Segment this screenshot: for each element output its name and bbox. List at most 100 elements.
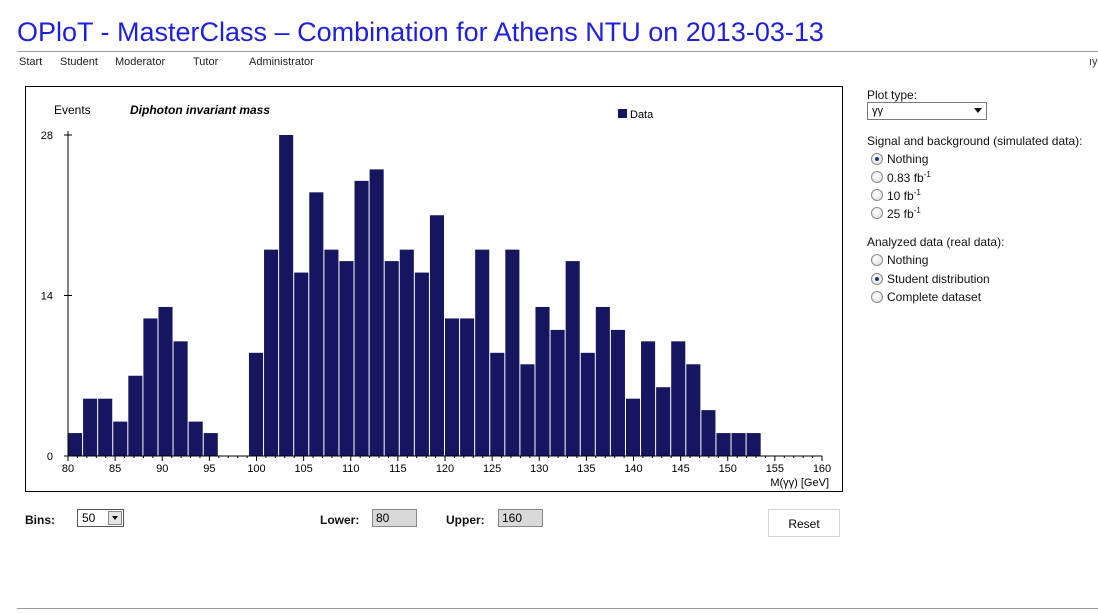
histogram-bar [354, 180, 369, 456]
radio-button-icon[interactable] [871, 207, 883, 219]
histogram-bar [505, 249, 520, 456]
histogram-bar [731, 433, 746, 456]
radio-button-icon[interactable] [871, 254, 883, 266]
histogram-bar [475, 249, 490, 456]
histogram-bar [535, 306, 550, 456]
radio-label: 0.83 fb [887, 171, 924, 185]
upper-input[interactable]: 160 [498, 509, 543, 527]
radio-label: Student distribution [887, 272, 990, 286]
histogram-bar [264, 249, 279, 456]
chevron-down-icon [974, 108, 982, 113]
y-tick-label: 0 [47, 451, 53, 463]
radio-button-icon[interactable] [871, 273, 883, 285]
histogram-bar [610, 329, 625, 456]
histogram-bar [143, 318, 158, 456]
nav-item-tutor[interactable]: Tutor [193, 56, 219, 68]
x-tick-label: 135 [577, 463, 595, 475]
plot-type-value: γγ [872, 105, 883, 117]
histogram-bar [656, 387, 671, 456]
histogram-bar [490, 352, 505, 456]
radio-button-icon[interactable] [871, 171, 883, 183]
radio-button-icon[interactable] [871, 189, 883, 201]
page-title: OPloT - MasterClass – Combination for At… [17, 17, 824, 47]
histogram-bar [641, 341, 656, 456]
plot-canvas: Events Diphoton invariant mass Data M(γγ… [25, 86, 843, 492]
bins-label: Bins: [25, 513, 55, 527]
histogram-bar [384, 261, 399, 456]
histogram-bar [324, 249, 339, 456]
x-axis-label: M(γγ) [GeV] [770, 477, 829, 489]
footer-divider [17, 608, 1098, 609]
x-tick-label: 110 [342, 463, 360, 475]
signal-heading: Signal and background (simulated data): [867, 134, 1083, 148]
histogram-bar [339, 261, 354, 456]
histogram-bar [173, 341, 188, 456]
histogram-bar [580, 352, 595, 456]
histogram-bar [309, 192, 324, 457]
lower-input[interactable]: 80 [372, 509, 417, 527]
histogram-bar [445, 318, 460, 456]
y-tick-label: 28 [41, 130, 53, 142]
histogram-bar [429, 215, 444, 456]
histogram-bar [414, 272, 429, 456]
histogram-bar [369, 169, 384, 456]
chart-title: Diphoton invariant mass [130, 103, 270, 117]
histogram-bar [203, 433, 218, 456]
radio-label-sup: -1 [923, 170, 931, 179]
histogram-bar [98, 398, 113, 456]
histogram-bar [188, 421, 203, 456]
histogram-bar [128, 375, 143, 456]
x-tick-label: 125 [483, 463, 501, 475]
histogram-bar [248, 352, 264, 456]
legend-swatch [618, 109, 627, 118]
x-tick-label: 130 [530, 463, 548, 475]
x-tick-label: 120 [436, 463, 454, 475]
histogram-bar [294, 272, 309, 456]
nav-item-moderator[interactable]: Moderator [115, 56, 166, 68]
radio-button-icon[interactable] [871, 291, 883, 303]
x-tick-label: 150 [719, 463, 737, 475]
x-tick-label: 140 [624, 463, 642, 475]
x-tick-label: 95 [203, 463, 215, 475]
x-tick-label: 105 [294, 463, 312, 475]
nav-item-student[interactable]: Student [60, 56, 98, 68]
histogram-bar [625, 398, 641, 456]
radio-label: Nothing [887, 253, 929, 267]
x-tick-label: 160 [813, 463, 831, 475]
x-tick-label: 115 [389, 463, 407, 475]
bins-select[interactable]: 50 [77, 509, 124, 527]
chevron-down-icon[interactable] [108, 511, 122, 525]
radio-label: 10 fb [887, 189, 914, 203]
histogram-svg: Events Diphoton invariant mass Data M(γγ… [41, 103, 831, 489]
histogram-bar [746, 433, 761, 456]
nav-item-start[interactable]: Start [19, 56, 43, 68]
radio-button-icon[interactable] [871, 153, 883, 165]
histogram-bar [83, 398, 98, 456]
histogram-bar [113, 421, 128, 456]
x-tick-label: 100 [247, 463, 265, 475]
histogram-bar [565, 261, 580, 456]
radio-label-sup: -1 [913, 206, 921, 215]
reset-button[interactable]: Reset [768, 509, 840, 537]
x-tick-label: 85 [109, 463, 121, 475]
histogram-bar [68, 433, 83, 456]
lower-label: Lower: [320, 513, 360, 527]
plot-type-select[interactable]: γγ [867, 102, 987, 120]
y-axis-label: Events [54, 103, 91, 117]
histogram-bar [716, 433, 731, 456]
x-tick-label: 155 [766, 463, 784, 475]
bins-value: 50 [82, 511, 96, 525]
x-tick-label: 90 [156, 463, 168, 475]
analyzed-heading: Analyzed data (real data): [867, 235, 1005, 249]
histogram-bar [686, 364, 701, 456]
histogram-bar [279, 135, 294, 456]
radio-label: Complete dataset [887, 290, 982, 304]
histogram-bar [158, 306, 173, 456]
x-tick-label: 145 [671, 463, 689, 475]
y-tick-label: 14 [41, 291, 53, 303]
nav-item-administrator[interactable]: Administrator [249, 56, 314, 68]
upper-label: Upper: [446, 513, 485, 527]
user-name-clipped[interactable]: ıy [1089, 56, 1098, 68]
histogram-bar [701, 410, 716, 456]
radio-label-sup: -1 [913, 188, 921, 197]
